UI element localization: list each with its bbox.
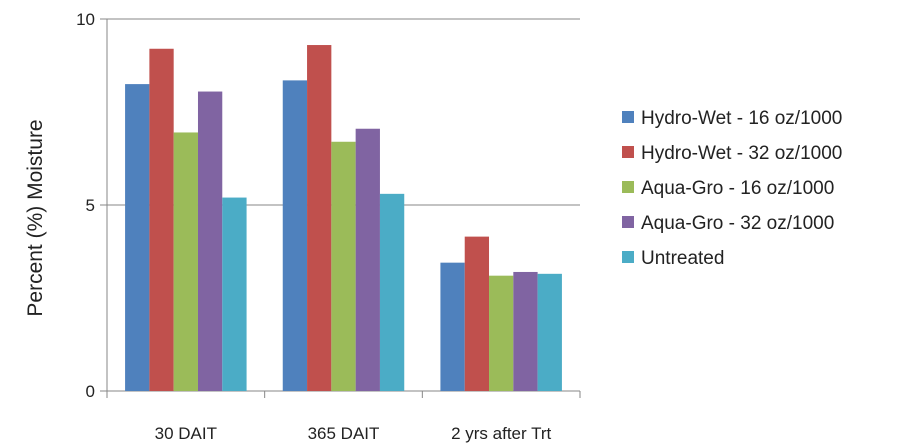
legend-label: Aqua-Gro - 32 oz/1000 [641,213,834,234]
bar [464,236,490,391]
bar [282,80,308,391]
legend-swatch [622,216,634,228]
x-tick-label: 30 DAIT [155,424,217,443]
legend: Hydro-Wet - 16 oz/1000 Hydro-Wet - 32 oz/… [622,108,842,269]
legend-label: Hydro-Wet - 32 oz/1000 [641,143,842,164]
bar [379,193,405,391]
x-tick-label: 2 yrs after Trt [451,424,551,443]
bar [489,275,514,391]
legend-swatch [622,111,634,123]
legend-swatch [622,181,634,193]
y-axis-title: Percent (%) Moisture [24,119,47,316]
bar [197,91,223,391]
bar [355,128,380,392]
x-axis: 30 DAIT 365 DAIT 2 yrs after Trt [106,390,581,443]
y-tick-label: 5 [86,196,95,215]
legend-label: Untreated [641,248,724,269]
bar [173,132,198,391]
legend-swatch [622,146,634,158]
y-axis: 0 5 10 [76,10,108,401]
bar [125,84,150,391]
bar [331,141,356,391]
x-tick-label: 365 DAIT [308,424,380,443]
bar [149,48,174,391]
legend-label: Hydro-Wet - 16 oz/1000 [641,108,842,129]
y-tick-label: 10 [76,10,95,29]
legend-label: Aqua-Gro - 16 oz/1000 [641,178,834,199]
bar [440,262,465,391]
y-tick-label: 0 [86,382,95,401]
bars [125,45,562,392]
legend-swatch [622,251,634,263]
bar [307,45,332,391]
bar [537,273,562,391]
bar [513,271,538,391]
bar [222,197,247,391]
